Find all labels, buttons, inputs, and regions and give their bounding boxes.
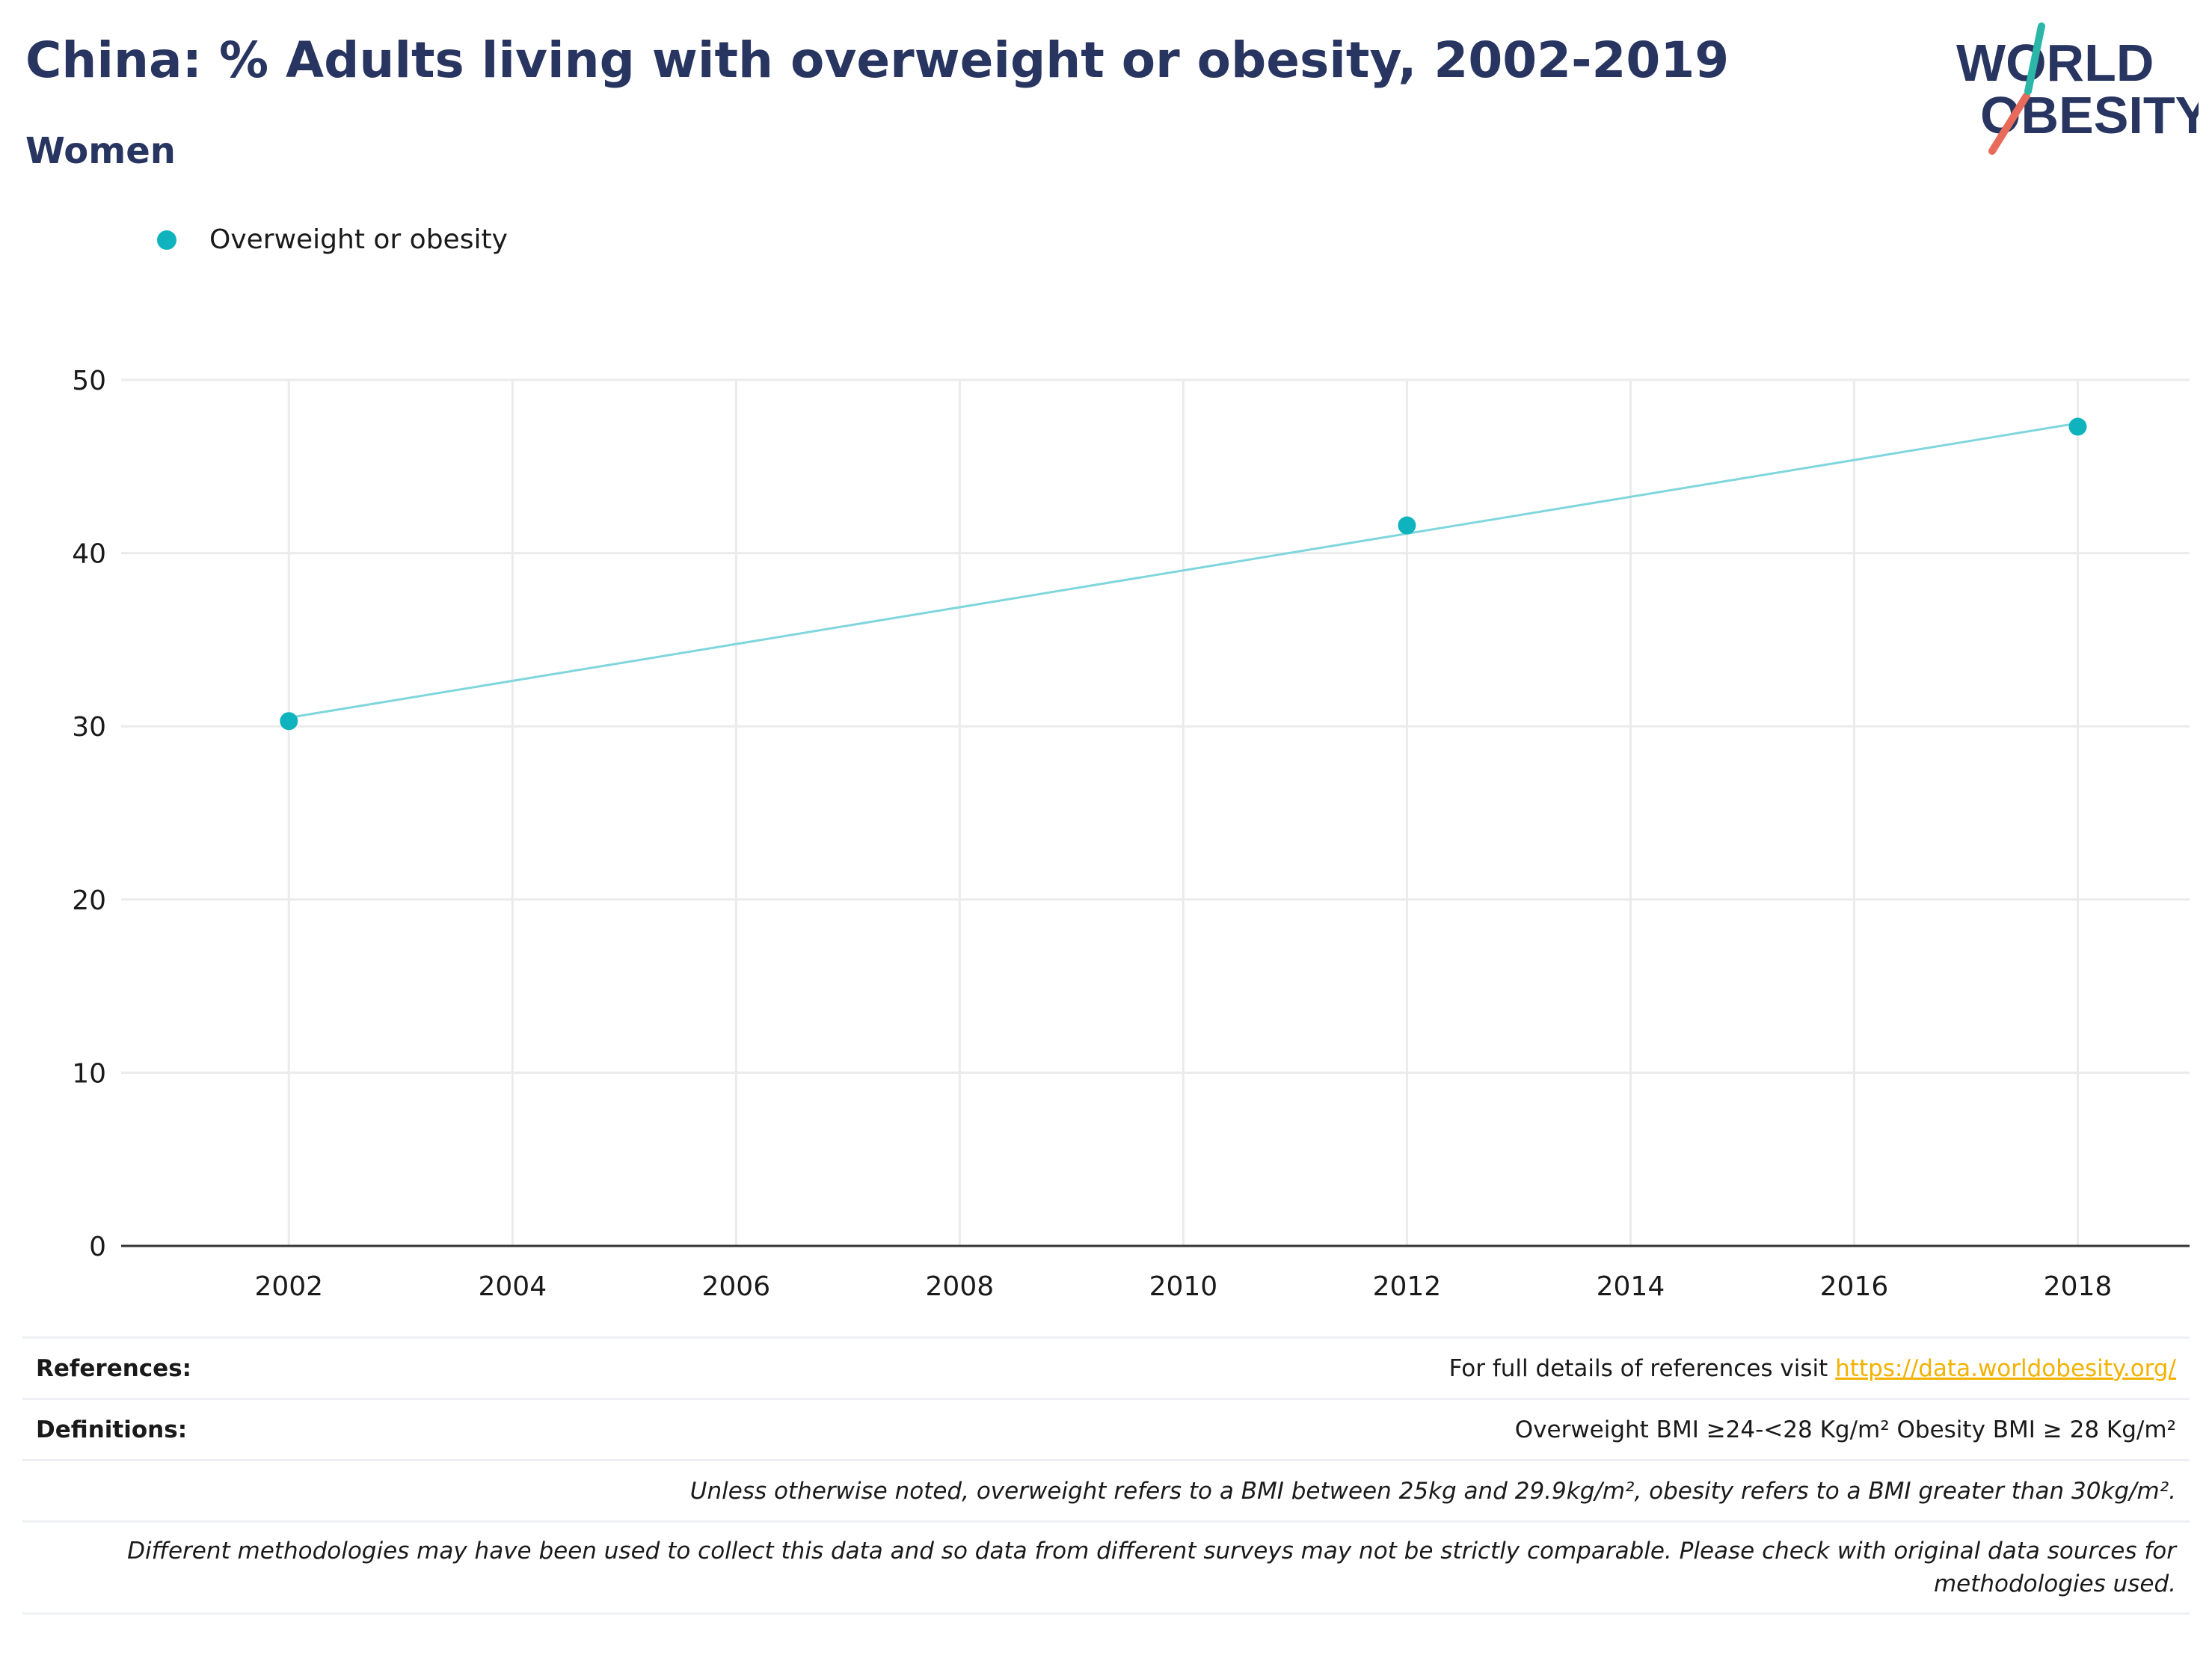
references-label: References: — [36, 1354, 192, 1382]
bmi-note-row: Unless otherwise noted, overweight refer… — [22, 1459, 2190, 1520]
definitions-row: Definitions: Overweight BMI ≥24-<28 Kg/m… — [22, 1398, 2190, 1459]
line-chart: 2002 2004 2006 2008 2010 2012 2014 2016 2018 0 10 2… — [72, 366, 2190, 1302]
x-tick-label-2006: 2006 — [702, 1271, 771, 1302]
data-point-2018 — [2068, 417, 2087, 436]
y-tick-label-10: 10 — [72, 1058, 106, 1089]
legend-marker-dot — [157, 230, 176, 250]
x-tick-label-2012: 2012 — [1373, 1271, 1442, 1302]
methodology-note-line1: Different methodologies may have been us… — [127, 1538, 2176, 1565]
methodology-note-row: Different methodologies may have been us… — [22, 1520, 2190, 1615]
bmi-note: Unless otherwise noted, overweight refer… — [689, 1477, 2176, 1505]
x-tick-label-2010: 2010 — [1149, 1271, 1218, 1302]
logo-text-world: WORLD — [1956, 34, 2154, 92]
logo-slash-teal — [2024, 22, 2045, 95]
y-tick-label-0: 0 — [89, 1232, 106, 1262]
series-trend-line — [289, 422, 2078, 719]
y-tick-label-20: 20 — [72, 885, 106, 916]
x-tick-label-2008: 2008 — [926, 1271, 995, 1302]
x-tick-label-2018: 2018 — [2044, 1271, 2113, 1302]
methodology-note: Different methodologies may have been us… — [36, 1535, 2176, 1600]
chart-legend[interactable]: Overweight or obesity — [157, 224, 508, 255]
references-link[interactable]: https://data.worldobesity.org/ — [1835, 1354, 2176, 1382]
x-tick-label-2002: 2002 — [254, 1271, 323, 1302]
chart-title: China: % Adults living with overweight o… — [25, 31, 1730, 89]
chart-subtitle: Women — [25, 130, 176, 172]
legend-label: Overweight or obesity — [209, 224, 508, 255]
world-obesity-logo: WORLD OBESITY — [1956, 22, 2199, 155]
definitions-text: Overweight BMI ≥24-<28 Kg/m² Obesity BMI… — [1514, 1416, 2176, 1443]
y-tick-label-40: 40 — [72, 539, 106, 570]
data-point-2012 — [1398, 516, 1416, 535]
x-tick-label-2004: 2004 — [478, 1271, 547, 1302]
definitions-label: Definitions: — [36, 1416, 188, 1443]
references-row: References: For full details of referenc… — [22, 1336, 2190, 1398]
x-tick-label-2016: 2016 — [1820, 1271, 1889, 1302]
references-text: For full details of references visit htt… — [1448, 1354, 2176, 1382]
logo-slash-coral — [1988, 92, 2030, 155]
data-point-2002 — [280, 712, 298, 731]
x-tick-label-2014: 2014 — [1597, 1271, 1665, 1302]
y-tick-label-30: 30 — [72, 712, 106, 743]
y-tick-label-50: 50 — [72, 366, 106, 396]
methodology-note-line2: methodologies used. — [1933, 1570, 2176, 1597]
notes-table: References: For full details of referenc… — [22, 1336, 2190, 1615]
